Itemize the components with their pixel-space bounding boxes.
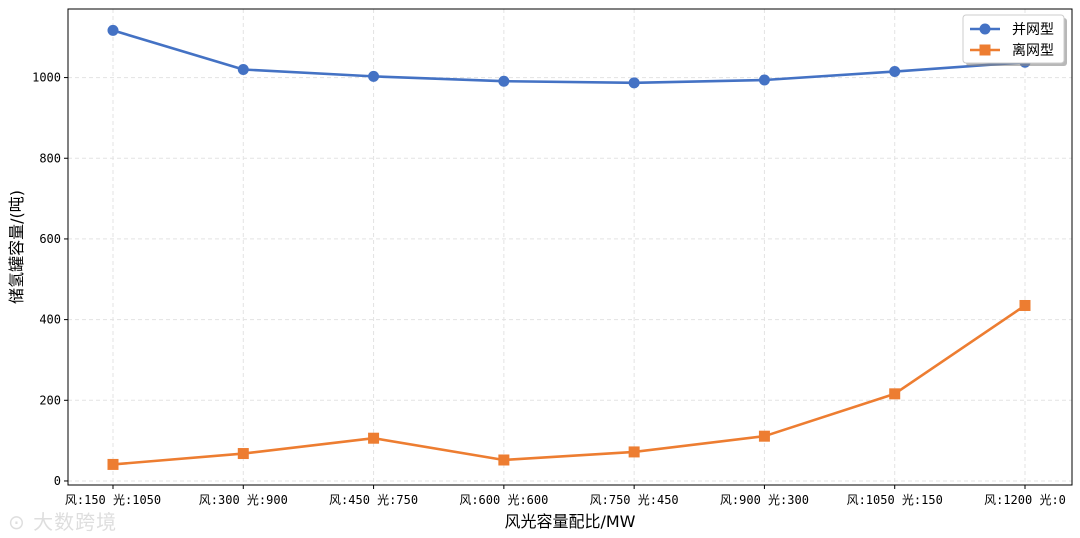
watermark: ⊙ 大数跨境 xyxy=(8,506,117,535)
y-tick-label: 0 xyxy=(54,474,61,488)
data-point xyxy=(368,70,380,82)
data-point xyxy=(889,66,901,78)
x-tick-label: 风:1050 光:150 xyxy=(847,493,943,507)
data-point xyxy=(237,64,249,76)
series-line xyxy=(112,29,1026,85)
legend-label: 离网型 xyxy=(1012,42,1054,59)
data-point xyxy=(889,388,901,400)
x-tick-label: 风:150 光:1050 xyxy=(65,493,161,507)
data-point xyxy=(498,454,510,466)
watermark-text: 大数跨境 xyxy=(33,510,118,534)
data-point xyxy=(237,448,249,460)
grid-lines xyxy=(68,9,1072,485)
data-point xyxy=(107,458,119,470)
plot-frame xyxy=(67,8,1073,486)
x-tick-label: 风:450 光:750 xyxy=(329,493,418,507)
x-axis-title: 风光容量配比/MW xyxy=(504,512,635,531)
data-point xyxy=(628,77,640,89)
x-tick-label: 风:900 光:300 xyxy=(720,493,809,507)
legend-marker xyxy=(979,23,991,35)
y-tick-label: 400 xyxy=(39,313,61,327)
legend-label: 并网型 xyxy=(1012,22,1054,38)
legend-marker xyxy=(979,44,991,56)
x-tick-label: 风:300 光:900 xyxy=(199,493,288,507)
y-tick-label: 600 xyxy=(39,232,61,246)
data-point xyxy=(368,432,380,444)
x-axis: 风:150 光:1050 风:300 光:900 风:450 光:750 风:600 … xyxy=(65,485,1066,507)
data-point xyxy=(628,446,640,458)
data-point xyxy=(107,24,119,36)
x-tick-label: 风:750 光:450 xyxy=(590,493,679,507)
y-tick-label: 1000 xyxy=(32,71,61,85)
y-tick-label: 800 xyxy=(39,151,61,165)
series-2 xyxy=(107,299,1031,470)
data-point xyxy=(498,75,510,87)
data-point xyxy=(758,430,770,442)
y-axis: 0 200 400 600 800 1000 xyxy=(32,71,68,488)
x-tick-label: 风:600 光:600 xyxy=(459,493,548,507)
watermark-icon: ⊙ xyxy=(8,510,34,534)
series-layer xyxy=(107,24,1031,470)
series-line xyxy=(112,304,1026,466)
y-axis-title: 储氢罐容量/(吨) xyxy=(7,190,26,304)
y-tick-label: 200 xyxy=(39,393,61,407)
series-1 xyxy=(107,24,1031,89)
x-tick-label: 风:1200 光:0 xyxy=(984,493,1066,507)
data-point xyxy=(758,74,770,86)
data-point xyxy=(1019,299,1031,311)
